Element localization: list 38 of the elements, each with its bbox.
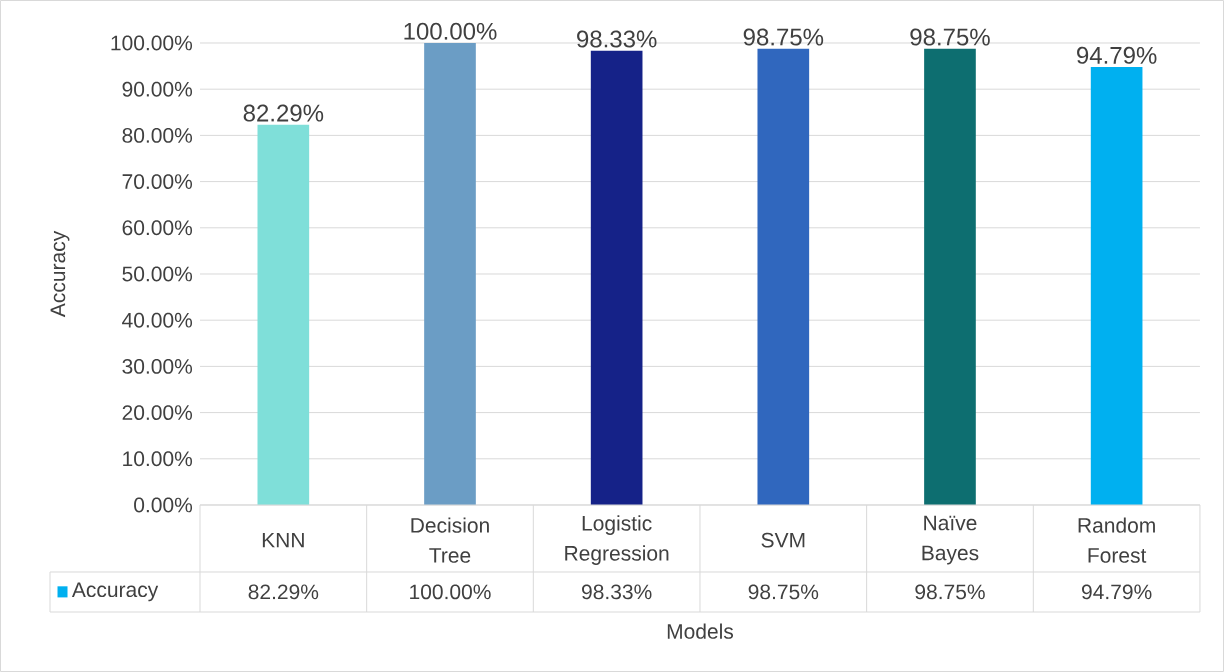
data-label: 82.29% bbox=[248, 584, 319, 600]
bar bbox=[924, 48, 976, 505]
y-tick-label: 40.00% bbox=[122, 312, 193, 328]
bar bbox=[257, 124, 310, 505]
x-tick-label: Random Forest bbox=[1078, 517, 1155, 563]
text: 100.00% bbox=[404, 22, 497, 40]
y-tick-label: 30.00% bbox=[122, 358, 193, 374]
x-tick-label: SVM bbox=[761, 532, 805, 548]
y-tick-label: 80.00% bbox=[122, 127, 193, 143]
y-axis-title: Accuracy bbox=[50, 230, 70, 318]
data-label: 98.75% bbox=[748, 584, 819, 600]
text: 98.33% bbox=[577, 30, 657, 48]
x-tick-label: Naïve Bayes bbox=[922, 515, 979, 565]
bar bbox=[590, 50, 643, 505]
x-tick-label: Decision Tree bbox=[411, 517, 489, 563]
text: 98.75% bbox=[743, 28, 824, 46]
y-tick-label: 0.00% bbox=[134, 497, 193, 513]
y-tick-label: 20.00% bbox=[122, 405, 193, 421]
text: 94.79% bbox=[1077, 46, 1157, 64]
text: 82.29% bbox=[243, 104, 324, 122]
text: 98.75% bbox=[910, 28, 990, 46]
y-tick-label: 60.00% bbox=[122, 220, 193, 236]
data-label: 98.75% bbox=[915, 584, 985, 600]
bar bbox=[424, 43, 476, 505]
x-axis-title: Models bbox=[667, 623, 734, 639]
y-tick-label: 70.00% bbox=[122, 174, 193, 190]
data-label: 94.79% bbox=[1082, 584, 1152, 600]
data-label: 98.33% bbox=[582, 584, 652, 600]
x-tick-label: Logistic Regression bbox=[565, 515, 669, 565]
legend-label: Accuracy bbox=[71, 582, 159, 602]
bar bbox=[1090, 67, 1143, 505]
y-tick-label: 10.00% bbox=[123, 451, 193, 467]
data-label: 100.00% bbox=[410, 584, 491, 600]
bar bbox=[757, 48, 810, 505]
y-tick-label: 50.00% bbox=[122, 266, 193, 282]
y-tick-label: 90.00% bbox=[122, 81, 193, 97]
y-tick-label: 100.00% bbox=[111, 35, 193, 51]
x-tick-label: KNN bbox=[262, 532, 304, 548]
